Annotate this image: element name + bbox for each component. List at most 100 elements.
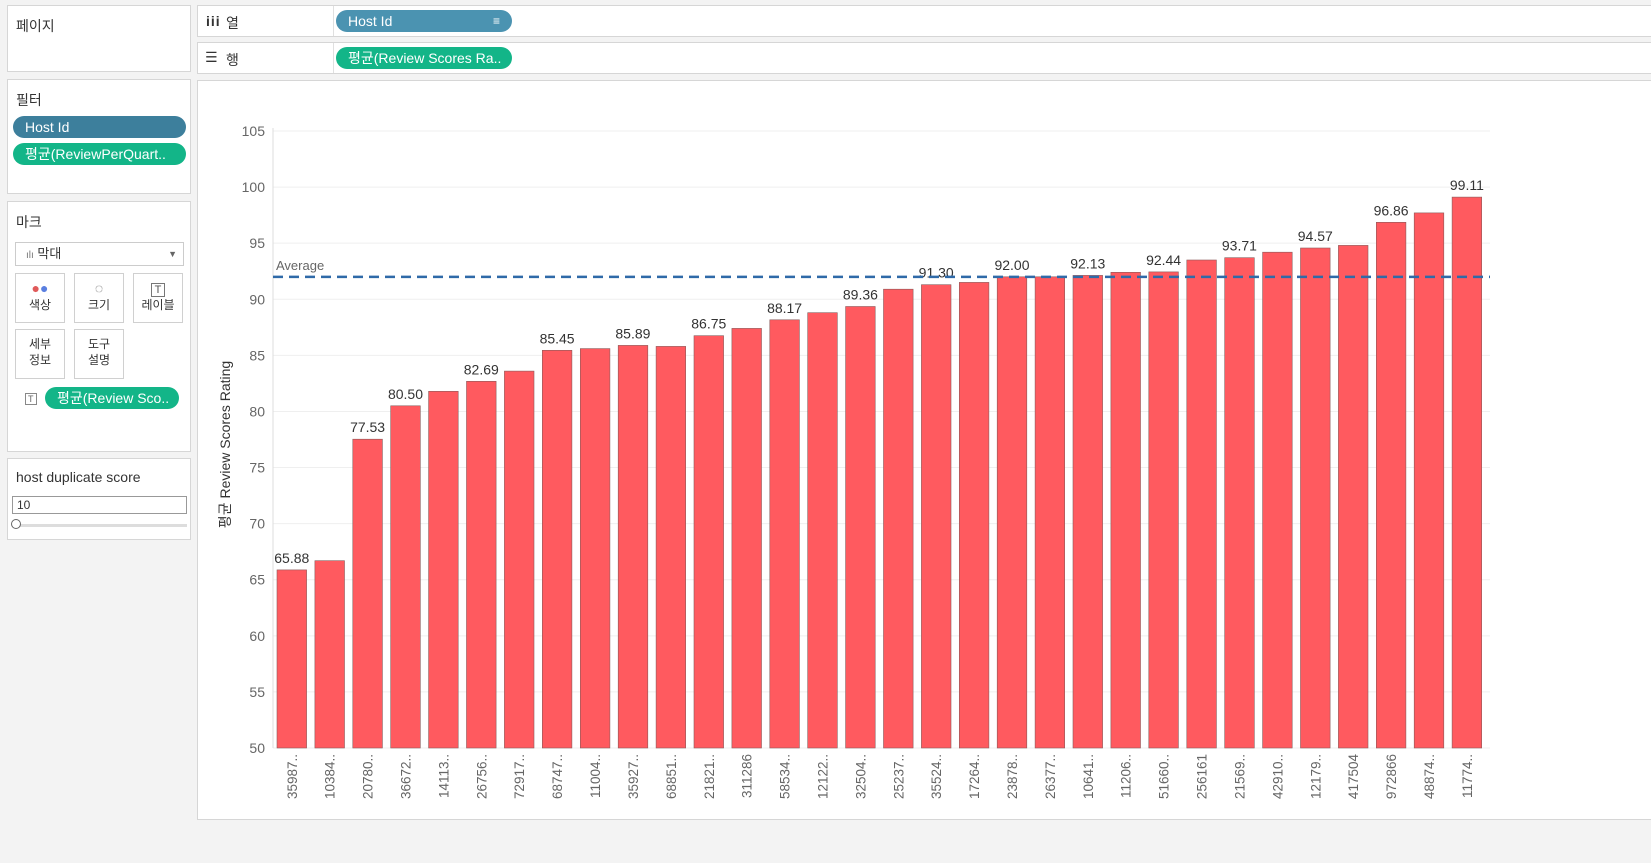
x-tick-label: 26756.. <box>474 754 489 799</box>
data-label: 88.17 <box>767 300 802 316</box>
bar <box>1148 271 1179 749</box>
marks-panel: 마크 ılı 막대 ▼ ●● 색상 ◌ 크기 T 레이블 세부 정보 도구 설명… <box>7 201 191 452</box>
bar <box>504 370 535 749</box>
filters-panel: 필터 Host Id 평균(ReviewPerQuart.. <box>7 79 191 194</box>
x-tick-label: 35927.. <box>626 754 641 799</box>
x-tick-label: 25237.. <box>891 754 906 799</box>
y-tick-label: 50 <box>249 740 265 756</box>
pages-panel: 페이지 <box>7 5 191 72</box>
bar <box>693 335 724 749</box>
data-label: 93.71 <box>1222 238 1257 254</box>
mark-type-value: 막대 <box>37 246 62 261</box>
x-tick-label: 51660.. <box>1157 754 1172 799</box>
data-label: 99.11 <box>1450 177 1484 193</box>
bar <box>466 380 497 749</box>
bar <box>958 282 990 749</box>
x-tick-label: 11774.. <box>1460 754 1475 798</box>
x-tick-label: 20780.. <box>361 754 376 799</box>
label-button[interactable]: T 레이블 <box>133 273 183 323</box>
rows-pill-avg-review[interactable]: 평균(Review Scores Ra.. <box>336 47 512 69</box>
x-tick-label: 32504.. <box>853 754 868 799</box>
bar <box>769 319 800 749</box>
color-button[interactable]: ●● 색상 <box>15 273 65 323</box>
x-tick-label: 58534.. <box>778 754 793 799</box>
x-tick-label: 35524.. <box>929 754 944 799</box>
data-label: 92.00 <box>994 257 1029 273</box>
data-label: 94.57 <box>1298 228 1333 244</box>
bar <box>1110 272 1141 749</box>
x-tick-label: 311286 <box>740 754 755 798</box>
tooltip-button[interactable]: 도구 설명 <box>74 329 124 379</box>
x-tick-label: 972866 <box>1384 754 1399 799</box>
bar <box>1034 276 1065 749</box>
parameter-input[interactable]: 10 <box>12 496 187 514</box>
x-tick-label: 21821.. <box>702 754 717 799</box>
detail-button[interactable]: 세부 정보 <box>15 329 65 379</box>
x-tick-label: 35987.. <box>285 754 300 799</box>
x-tick-label: 21569.. <box>1232 754 1247 799</box>
data-label: 86.75 <box>691 316 726 332</box>
bar-chart: 50 55 60 65 70 75 80 85 90 95 100 105 평균 Review Scor… <box>217 123 1490 799</box>
columns-pill-label: Host Id <box>348 13 393 29</box>
bar <box>807 312 838 749</box>
x-tick-label: 12122.. <box>816 754 831 799</box>
filters-title: 필터 <box>16 92 42 108</box>
bar <box>883 288 914 749</box>
mark-type-dropdown[interactable]: ılı 막대 ▼ <box>15 242 184 266</box>
detail-label-2: 정보 <box>28 353 52 367</box>
data-label: 92.44 <box>1146 252 1181 268</box>
y-tick-label: 85 <box>249 347 265 363</box>
detail-label-1: 세부 <box>28 337 52 351</box>
y-tick-label: 95 <box>249 235 265 251</box>
rows-icon: ☰ <box>205 49 218 65</box>
data-label: 96.86 <box>1374 202 1409 218</box>
size-button[interactable]: ◌ 크기 <box>74 273 124 323</box>
x-tick-label: 36672.. <box>399 754 414 799</box>
bar <box>845 306 876 749</box>
parameter-panel: host duplicate score 10 <box>7 458 191 540</box>
y-tick-label: 80 <box>249 403 265 419</box>
data-label: 77.53 <box>350 419 385 435</box>
x-tick-label: 23878.. <box>1005 754 1020 799</box>
color-icon: ●● <box>31 280 49 296</box>
bar <box>390 405 421 749</box>
shelf-divider <box>333 6 334 36</box>
chevron-down-icon: ▼ <box>168 249 177 259</box>
columns-icon: iii <box>206 13 221 29</box>
x-tick-label: 10641.. <box>1081 754 1096 799</box>
data-label: 85.89 <box>615 325 650 341</box>
color-label: 색상 <box>28 298 52 312</box>
columns-shelf[interactable]: iii 열 Host Id ≡ <box>197 5 1651 37</box>
bar <box>1072 275 1103 749</box>
columns-pill-host-id[interactable]: Host Id ≡ <box>336 10 512 32</box>
shelf-divider <box>333 43 334 73</box>
bar <box>314 560 345 749</box>
bar <box>428 390 459 749</box>
bar <box>921 284 952 749</box>
marks-label-pill[interactable]: 평균(Review Sco.. <box>45 387 179 409</box>
y-tick-label: 90 <box>249 291 265 307</box>
sort-icon[interactable]: ≡ <box>492 14 500 28</box>
filter-pill-host-id[interactable]: Host Id <box>13 116 186 138</box>
rows-shelf[interactable]: ☰ 행 평균(Review Scores Ra.. <box>197 42 1651 74</box>
bar <box>276 569 307 749</box>
bar <box>579 348 611 749</box>
bar <box>1451 196 1482 749</box>
size-label: 크기 <box>87 298 111 312</box>
size-icon: ◌ <box>94 280 104 296</box>
rows-label: 행 <box>226 52 239 68</box>
x-tick-label: 10384.. <box>323 754 338 799</box>
bar <box>655 346 687 749</box>
y-tick-label: 55 <box>249 684 265 700</box>
bar <box>1262 251 1293 749</box>
parameter-slider-track[interactable] <box>14 524 187 527</box>
columns-label: 열 <box>226 15 239 31</box>
x-tick-label: 68851.. <box>664 754 679 799</box>
y-tick-label: 70 <box>249 516 265 532</box>
x-tick-label: 256161 <box>1195 754 1210 799</box>
y-tick-label: 100 <box>242 179 266 195</box>
parameter-slider-handle[interactable] <box>11 519 21 529</box>
x-tick-label: 42910.. <box>1270 754 1285 799</box>
filter-pill-review-per-quarter[interactable]: 평균(ReviewPerQuart.. <box>13 143 186 165</box>
data-label: 80.50 <box>388 386 423 402</box>
